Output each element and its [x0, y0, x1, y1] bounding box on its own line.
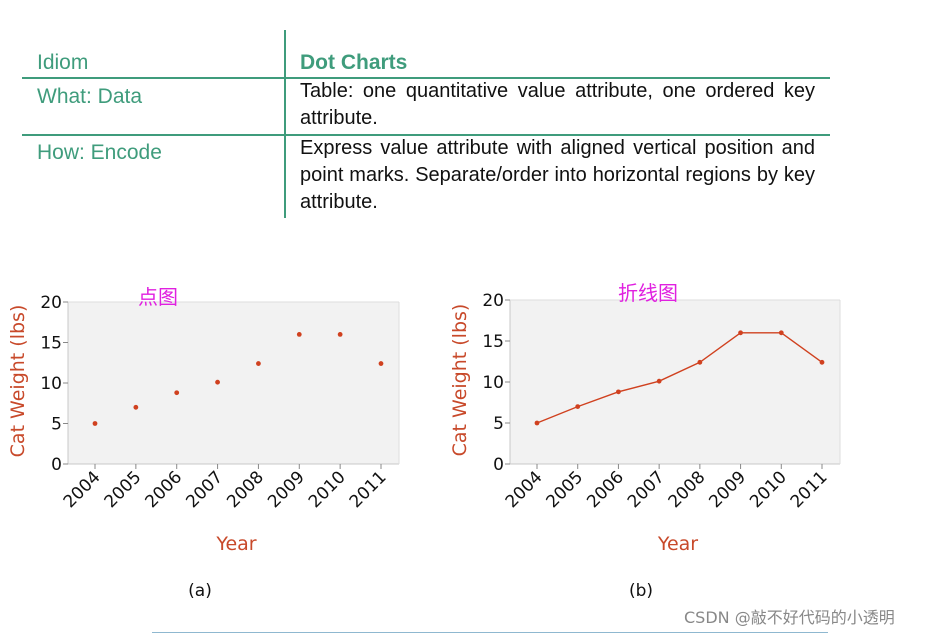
bottom-rule — [152, 632, 828, 633]
y-axis-title: Cat Weight (lbs) — [7, 305, 29, 458]
x-tick-label: 2006 — [142, 467, 187, 512]
x-axis-title: Year — [657, 533, 698, 555]
y-tick-label: 10 — [40, 374, 62, 394]
what-data-value: Table: one quantitative value attribute,… — [300, 80, 815, 129]
x-tick-label: 2008 — [665, 467, 710, 512]
y-tick-label: 5 — [51, 415, 62, 435]
x-tick-label: 2005 — [543, 467, 588, 512]
data-point — [133, 404, 139, 410]
data-point — [215, 379, 220, 385]
idiom-label: Idiom — [37, 51, 89, 74]
table-row-divider — [22, 77, 830, 79]
chart-sublabel: (a) — [188, 581, 212, 601]
series-line — [536, 332, 823, 424]
x-tick-label: 2010 — [746, 467, 791, 512]
chart-title: 点图 — [138, 285, 178, 309]
x-tick-label: 2010 — [305, 467, 350, 512]
data-point — [616, 389, 621, 395]
y-tick-label: 5 — [493, 414, 504, 434]
x-tick-label: 2011 — [787, 467, 832, 512]
x-tick-label: 2011 — [346, 467, 391, 512]
data-point — [92, 421, 98, 426]
how-encode-value: Express value attribute with aligned ver… — [300, 137, 815, 213]
x-tick-label: 2004 — [502, 467, 547, 512]
data-point — [697, 359, 703, 365]
x-tick-label: 2007 — [624, 467, 669, 512]
watermark: CSDN @敲不好代码的小透明 — [684, 608, 895, 627]
plot-area — [510, 300, 840, 464]
y-tick-label: 20 — [40, 293, 62, 313]
data-point — [656, 378, 662, 384]
data-point — [819, 359, 825, 365]
data-point — [256, 361, 261, 366]
data-point — [575, 404, 581, 409]
x-tick-label: 2009 — [264, 467, 309, 512]
x-tick-label: 2009 — [705, 467, 750, 512]
chart-title: 折线图 — [618, 281, 678, 305]
y-tick-label: 15 — [482, 332, 504, 352]
data-point — [534, 420, 540, 426]
table-row-divider — [22, 134, 830, 136]
data-point — [738, 330, 743, 336]
data-point — [174, 390, 180, 396]
y-tick-label: 0 — [51, 455, 62, 475]
charts-figure: 0510152020042005200620072008200920102011… — [7, 281, 841, 601]
table-column-divider — [284, 30, 286, 218]
how-encode-label: How: Encode — [37, 141, 162, 164]
y-tick-label: 15 — [40, 334, 62, 354]
data-point — [378, 361, 384, 366]
x-tick-label: 2008 — [223, 467, 268, 512]
y-tick-label: 0 — [493, 455, 504, 475]
what-data-label: What: Data — [37, 85, 143, 108]
data-point — [778, 330, 784, 336]
y-tick-label: 10 — [482, 373, 504, 393]
data-point — [296, 332, 302, 337]
plot-area — [68, 302, 399, 464]
x-tick-label: 2007 — [182, 467, 227, 512]
y-tick-label: 20 — [482, 291, 504, 311]
idiom-value: Dot Charts — [300, 51, 408, 74]
y-axis-title: Cat Weight (lbs) — [449, 304, 471, 457]
chart-sublabel: (b) — [629, 581, 653, 601]
x-axis-title: Year — [215, 533, 256, 555]
x-tick-label: 2004 — [60, 467, 105, 512]
data-point — [337, 332, 343, 337]
x-tick-label: 2005 — [101, 467, 146, 512]
x-tick-label: 2006 — [583, 467, 628, 512]
